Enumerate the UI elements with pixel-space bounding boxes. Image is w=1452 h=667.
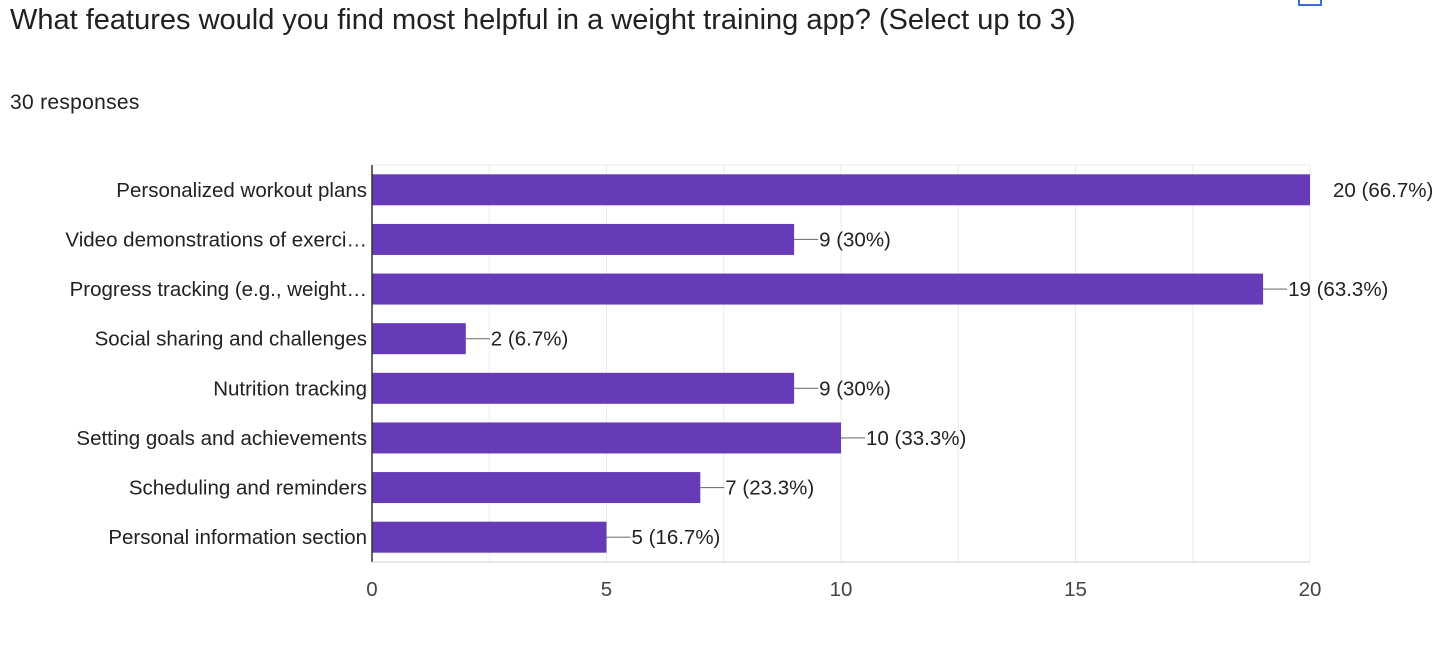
category-label: Social sharing and challenges xyxy=(95,328,367,351)
x-tick-label: 0 xyxy=(366,578,377,601)
data-label: 5 (16.7%) xyxy=(632,526,721,549)
question-title: What features would you find most helpfu… xyxy=(10,4,1076,36)
bar[interactable] xyxy=(372,273,1264,305)
category-label: Progress tracking (e.g., weight… xyxy=(70,278,367,301)
x-tick-label: 15 xyxy=(1064,578,1087,601)
data-label: 9 (30%) xyxy=(819,228,891,251)
menu-icon[interactable] xyxy=(1298,0,1322,6)
bar[interactable] xyxy=(372,323,466,355)
category-label: Nutrition tracking xyxy=(213,377,367,400)
bar[interactable] xyxy=(372,223,795,255)
bar[interactable] xyxy=(372,174,1310,206)
x-tick-label: 5 xyxy=(601,578,612,601)
category-label: Setting goals and achievements xyxy=(76,427,367,450)
bar[interactable] xyxy=(372,521,607,553)
category-label: Personalized workout plans xyxy=(116,179,367,202)
axes: 0 5 10 15 20 xyxy=(366,165,1321,601)
category-label: Scheduling and reminders xyxy=(129,477,367,500)
x-tick-label: 20 xyxy=(1299,578,1322,601)
category-label: Personal information section xyxy=(108,526,367,549)
data-label: 7 (23.3%) xyxy=(725,477,814,500)
labels: Personalized workout plans 20 (66.7%) Vide… xyxy=(65,179,1433,549)
bar[interactable] xyxy=(372,422,841,454)
data-label: 9 (30%) xyxy=(819,377,891,400)
data-label: 19 (63.3%) xyxy=(1288,278,1388,301)
response-count: 30 responses xyxy=(10,91,140,114)
data-label: 2 (6.7%) xyxy=(491,328,568,351)
bar[interactable] xyxy=(372,372,795,404)
category-label: Video demonstrations of exerci… xyxy=(65,228,367,251)
x-tick-label: 10 xyxy=(830,578,853,601)
data-label: 10 (33.3%) xyxy=(866,427,966,450)
grid-lines xyxy=(372,164,1311,562)
bars xyxy=(372,174,1310,553)
data-label: 20 (66.7%) xyxy=(1333,179,1433,202)
bar[interactable] xyxy=(372,472,701,504)
